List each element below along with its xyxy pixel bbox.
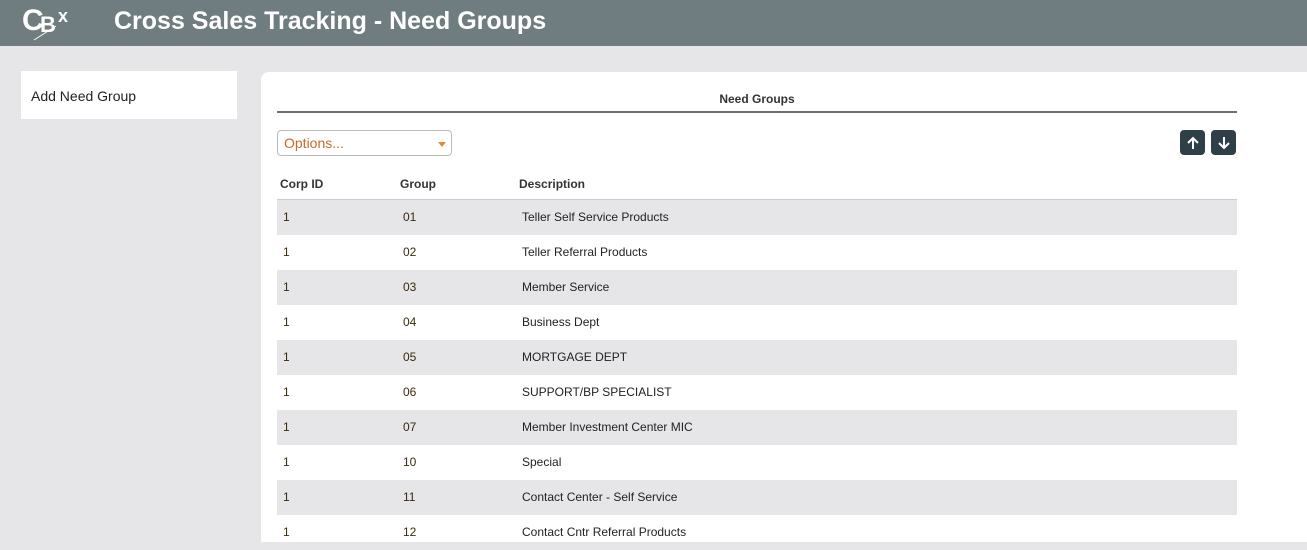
description-cell: Member Investment Center MIC — [522, 420, 693, 434]
options-placeholder: Options... — [284, 135, 344, 151]
page-title: Cross Sales Tracking - Need Groups — [114, 7, 547, 35]
description-cell: Member Service — [522, 280, 610, 294]
group-cell: 07 — [403, 420, 417, 434]
svg-text:C: C — [22, 4, 44, 37]
corp-id-cell: 1 — [283, 525, 290, 539]
corp-id-cell: 1 — [283, 210, 290, 224]
corp-id-cell: 1 — [283, 455, 290, 469]
corp-id-cell: 1 — [283, 280, 290, 294]
group-cell: 06 — [403, 385, 417, 399]
description-cell: SUPPORT/BP SPECIALIST — [522, 385, 672, 399]
add-need-group-button[interactable]: Add Need Group — [21, 71, 237, 119]
group-cell: 02 — [403, 245, 417, 259]
table-row[interactable]: 1 02 Teller Referral Products — [277, 235, 1237, 270]
svg-text:x: x — [58, 6, 68, 26]
table-row[interactable]: 1 07 Member Investment Center MIC — [277, 410, 1237, 445]
move-down-button[interactable] — [1211, 130, 1236, 155]
options-dropdown[interactable]: Options... — [277, 130, 452, 156]
table-row[interactable]: 1 12 Contact Cntr Referral Products — [277, 515, 1237, 550]
group-cell: 10 — [403, 455, 417, 469]
caret-down-icon — [438, 142, 446, 147]
header-corp-id[interactable]: Corp ID — [280, 177, 324, 191]
corp-id-cell: 1 — [283, 385, 290, 399]
table-row[interactable]: 1 03 Member Service — [277, 270, 1237, 305]
description-cell: Teller Self Service Products — [522, 210, 669, 224]
arrow-down-icon — [1217, 136, 1230, 149]
group-cell: 11 — [403, 490, 416, 504]
group-cell: 01 — [403, 210, 417, 224]
table-row[interactable]: 1 05 MORTGAGE DEPT — [277, 340, 1237, 375]
svg-text:B: B — [40, 12, 56, 37]
corp-id-cell: 1 — [283, 350, 290, 364]
description-cell: Special — [522, 455, 562, 469]
corp-id-cell: 1 — [283, 420, 290, 434]
table-row[interactable]: 1 10 Special — [277, 445, 1237, 480]
need-groups-panel: Need Groups Options... Corp ID Group Des… — [261, 72, 1307, 542]
description-cell: Contact Cntr Referral Products — [522, 525, 687, 539]
cbx-logo: C B x — [22, 4, 68, 41]
panel-title: Need Groups — [277, 92, 1237, 113]
corp-id-cell: 1 — [283, 245, 290, 259]
move-up-button[interactable] — [1180, 130, 1205, 155]
table-row[interactable]: 1 01 Teller Self Service Products — [277, 200, 1237, 235]
table-row[interactable]: 1 11 Contact Center - Self Service — [277, 480, 1237, 515]
group-cell: 04 — [403, 315, 417, 329]
group-cell: 03 — [403, 280, 417, 294]
corp-id-cell: 1 — [283, 490, 290, 504]
description-cell: Contact Center - Self Service — [522, 490, 678, 504]
description-cell: Business Dept — [522, 315, 600, 329]
group-cell: 12 — [403, 525, 417, 539]
arrow-up-icon — [1186, 136, 1199, 149]
description-cell: MORTGAGE DEPT — [522, 350, 628, 364]
header-description[interactable]: Description — [519, 177, 586, 191]
header-group[interactable]: Group — [400, 177, 436, 191]
need-groups-table: 1 01 Teller Self Service Products 1 02 Teller… — [277, 199, 1237, 550]
corp-id-cell: 1 — [283, 315, 290, 329]
description-cell: Teller Referral Products — [522, 245, 648, 259]
table-row[interactable]: 1 04 Business Dept — [277, 305, 1237, 340]
table-row[interactable]: 1 06 SUPPORT/BP SPECIALIST — [277, 375, 1237, 410]
app-header: C B x Cross Sales Tracking - Need Groups — [0, 0, 1307, 46]
group-cell: 05 — [403, 350, 417, 364]
